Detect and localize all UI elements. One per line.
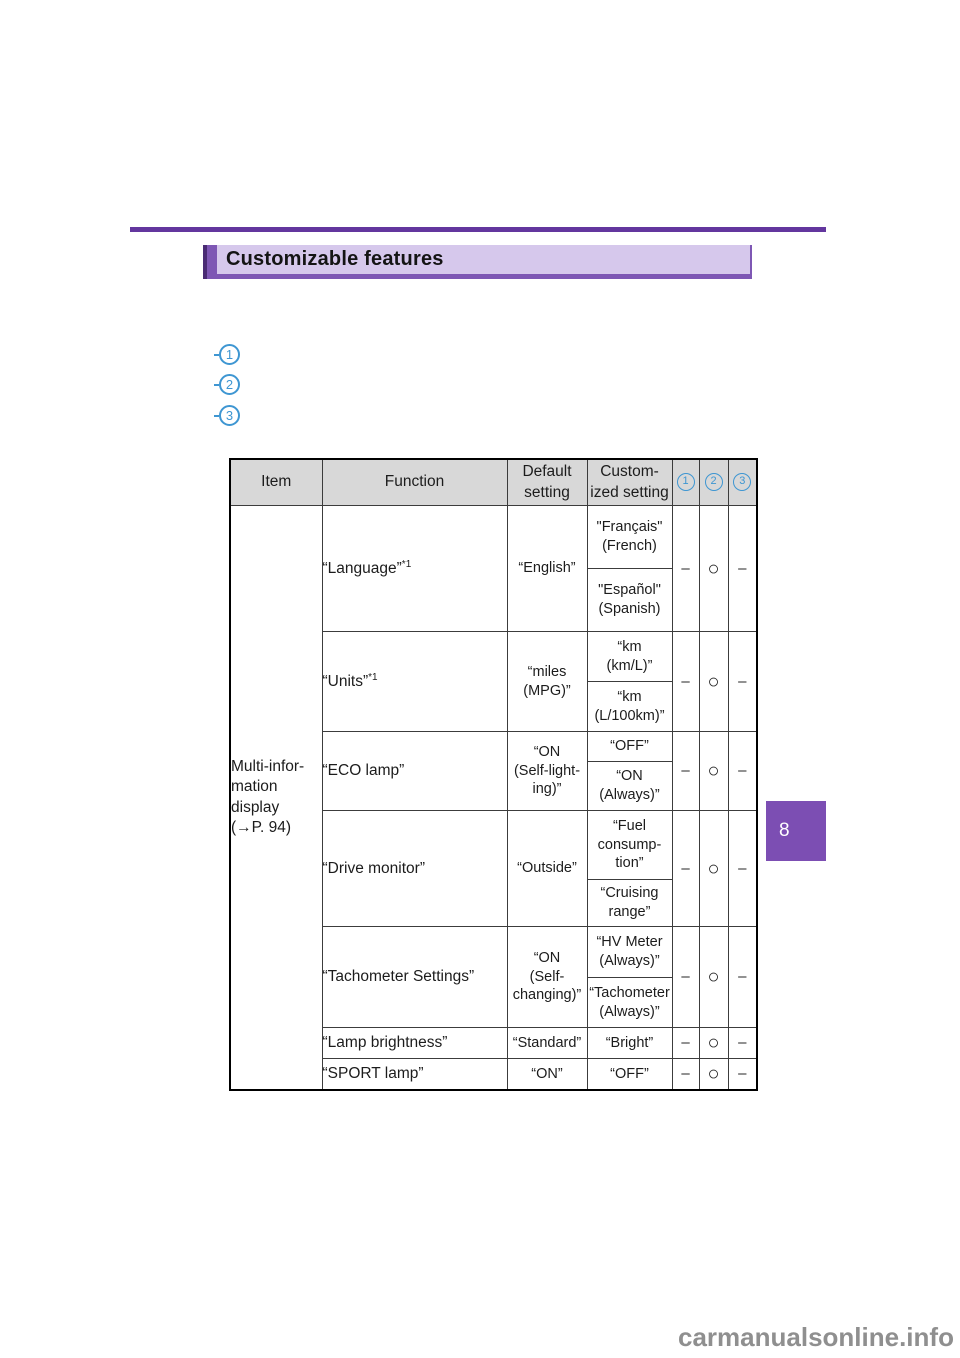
function-label: “Lamp brightness”: [322, 1034, 448, 1052]
table-row: “SPORT lamp” “ON” “OFF” – ○ –: [230, 1058, 758, 1091]
header-default-setting: Default setting: [506, 458, 588, 506]
function-label: “Tachometer Settings”: [322, 968, 475, 986]
footnote-marker: *1: [401, 558, 412, 570]
default-setting-cell: “ON (Self- changing)”: [506, 926, 588, 1028]
availability-mark-3: –: [727, 731, 758, 811]
function-cell: “Drive monitor”: [321, 810, 508, 927]
customized-option: “km (km/L)”: [606, 638, 653, 674]
availability-mark-3: –: [727, 1058, 758, 1091]
function-label: “Language”: [322, 560, 402, 577]
header-mark-3: 3: [727, 458, 758, 506]
page-title: Customizable features: [226, 248, 444, 270]
watermark: carmanualsonline.info: [678, 1322, 954, 1352]
customized-setting-cell: “Bright”: [586, 1027, 673, 1059]
customized-option: "Español" (Spanish): [587, 568, 672, 631]
customized-option: “OFF”: [610, 738, 649, 755]
availability-mark-1: –: [671, 1027, 700, 1059]
default-setting-cell: “Outside”: [506, 810, 588, 927]
availability-mark-2: ○: [698, 505, 729, 632]
table-header-row: Item Function Default setting Custom- iz…: [229, 458, 758, 506]
customized-option: "Français" (French): [596, 519, 663, 554]
customized-setting-cell: “HV Meter (Always)” “Tachometer (Always)…: [586, 926, 673, 1028]
default-setting-cell: “English”: [506, 505, 588, 632]
table-row: “Lamp brightness” “Standard” “Bright” – …: [230, 1027, 758, 1059]
circled-number-1-icon: 1: [676, 473, 695, 492]
table-row: “Units”*1 “miles (MPG)” “km (km/L)” “km …: [230, 631, 758, 732]
customized-setting-cell: “Fuel consump- tion” “Cruising range”: [586, 810, 673, 927]
section-heading-inner: Customizable features: [217, 245, 750, 274]
function-label: “SPORT lamp”: [322, 1065, 424, 1083]
header-function: Function: [321, 458, 508, 506]
callout-leader-line: [214, 353, 219, 356]
availability-mark-1: –: [671, 926, 700, 1028]
availability-mark-2: ○: [698, 810, 729, 927]
chapter-tab: 8: [766, 801, 826, 861]
availability-mark-1: –: [671, 810, 700, 927]
circled-number-3-icon: 3: [733, 473, 752, 492]
function-cell: “Units”*1: [321, 631, 508, 732]
header-item: Item: [229, 458, 323, 506]
footnote-marker: *1: [368, 671, 378, 683]
function-label: “Drive monitor”: [322, 860, 425, 877]
function-cell: “ECO lamp”: [321, 731, 508, 811]
circled-number-2-icon: 2: [219, 374, 240, 395]
availability-mark-3: –: [727, 505, 758, 632]
callout-item-3: 3: [214, 405, 240, 426]
default-setting-cell: “Standard”: [506, 1027, 588, 1059]
customized-option: “HV Meter (Always)”: [596, 934, 663, 969]
customized-option: “Tachometer (Always)”: [587, 977, 672, 1027]
header-customized-setting: Custom- ized setting: [586, 458, 673, 506]
availability-mark-2: ○: [698, 926, 729, 1028]
callout-leader-line: [214, 383, 219, 386]
customized-setting-cell: “OFF”: [586, 1058, 673, 1091]
circled-number-2-icon: 2: [704, 473, 723, 492]
header-mark-2: 2: [698, 458, 729, 506]
customizable-features-table: Item Function Default setting Custom- iz…: [229, 458, 758, 1091]
callout-item-1: 1: [214, 344, 240, 365]
item-cell: Multi-infor- mation display (→P. 94): [229, 505, 323, 1091]
circled-number-3-icon: 3: [219, 405, 240, 426]
function-label: “ECO lamp”: [322, 762, 405, 780]
circled-number-1-icon: 1: [219, 344, 240, 365]
customized-setting-cell: “km (km/L)” “km (L/100km)”: [586, 631, 673, 732]
customized-setting-cell: "Français" (French) "Español" (Spanish): [586, 505, 673, 632]
default-setting-cell: “miles (MPG)”: [506, 631, 588, 732]
customized-option: “Cruising range”: [587, 879, 672, 926]
section-heading-band: Customizable features: [203, 245, 752, 279]
customized-option: “ON (Always)”: [587, 761, 672, 810]
function-cell: “Tachometer Settings”: [321, 926, 508, 1028]
availability-mark-1: –: [671, 731, 700, 811]
header-mark-1: 1: [671, 458, 700, 506]
availability-mark-1: –: [671, 1058, 700, 1091]
availability-mark-1: –: [671, 505, 700, 632]
table-row: “ECO lamp” “ON (Self-light- ing)” “OFF” …: [230, 731, 758, 811]
section-divider-rule: [130, 227, 826, 232]
table-row: Multi-infor- mation display (→P. 94) “La…: [229, 505, 758, 1091]
callout-leader-line: [214, 414, 219, 417]
function-cell: “Language”*1: [321, 505, 508, 632]
default-setting-cell: “ON (Self-light- ing)”: [506, 731, 588, 811]
availability-mark-3: –: [727, 810, 758, 927]
availability-mark-2: ○: [698, 731, 729, 811]
availability-mark-2: ○: [698, 1058, 729, 1091]
availability-mark-3: –: [727, 1027, 758, 1059]
function-cell: “Lamp brightness”: [321, 1027, 508, 1059]
function-label: “Units”: [322, 673, 369, 690]
availability-mark-1: –: [671, 631, 700, 732]
availability-mark-2: ○: [698, 631, 729, 732]
availability-mark-2: ○: [698, 1027, 729, 1059]
table-row: “Drive monitor” “Outside” “Fuel consump-…: [230, 810, 758, 927]
callout-item-2: 2: [214, 374, 240, 395]
availability-mark-3: –: [727, 926, 758, 1028]
availability-mark-3: –: [727, 631, 758, 732]
customized-option: “Fuel consump- tion”: [597, 817, 662, 872]
customized-option: “km (L/100km)”: [587, 681, 672, 731]
default-setting-cell: “ON”: [506, 1058, 588, 1091]
customized-setting-cell: “OFF” “ON (Always)”: [586, 731, 673, 811]
function-cell: “SPORT lamp”: [321, 1058, 508, 1091]
